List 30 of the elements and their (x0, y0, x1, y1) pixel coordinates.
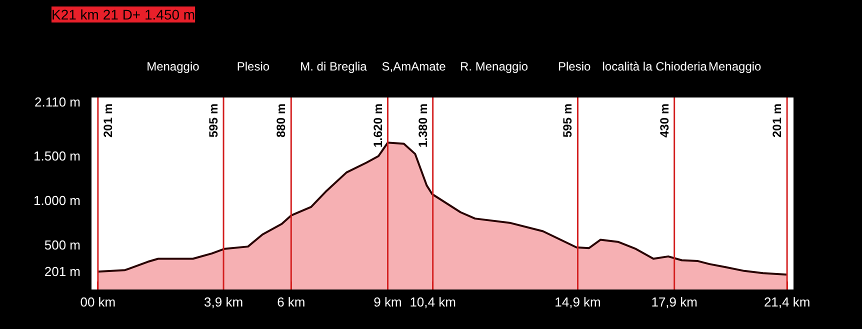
y-tick-label: 1.500 m (34, 148, 81, 164)
x-tick-label: 10,4 km (410, 294, 456, 310)
text: R. Menaggio (460, 59, 528, 74)
ref-line-label: 595 m (560, 103, 575, 138)
ref-line-label: 430 m (657, 103, 672, 138)
ref-line-label: 201 m (770, 103, 784, 138)
x-tick-label: 3,9 km (204, 294, 244, 310)
text: Plesio (558, 59, 591, 74)
ref-line-label: 1.620 m (370, 103, 385, 148)
ref-line-label: 595 m (206, 103, 221, 138)
text: località la Chioderia (602, 59, 708, 74)
ref-line-label: 201 m (100, 103, 115, 138)
text: S,AmAmate (382, 59, 446, 74)
x-tick-label: 17,9 km (651, 294, 698, 310)
y-tick-label: 500 m (44, 238, 81, 253)
y-tick-label: 201 m (44, 264, 81, 280)
x-tick-label: 9 km (374, 294, 402, 310)
text: Menaggio (708, 59, 762, 74)
x-tick-label: 21,4 km (764, 294, 810, 310)
text: Plesio (236, 59, 270, 74)
x-tick-label: 6 km (277, 294, 306, 310)
y-tick-label: 1.000 m (34, 193, 81, 208)
chart-title: K21 km 21 D+ 1.450 m (52, 6, 196, 22)
ref-line-label: 1.380 m (416, 103, 430, 148)
x-tick-label: 14,9 km (554, 294, 601, 310)
ref-line-label: 880 m (274, 103, 288, 138)
x-tick-label: 00 km (80, 294, 116, 310)
y-tick-label: 2.110 m (34, 94, 81, 110)
text: Menaggio (146, 59, 200, 74)
text: M. di Breglia (300, 59, 368, 74)
